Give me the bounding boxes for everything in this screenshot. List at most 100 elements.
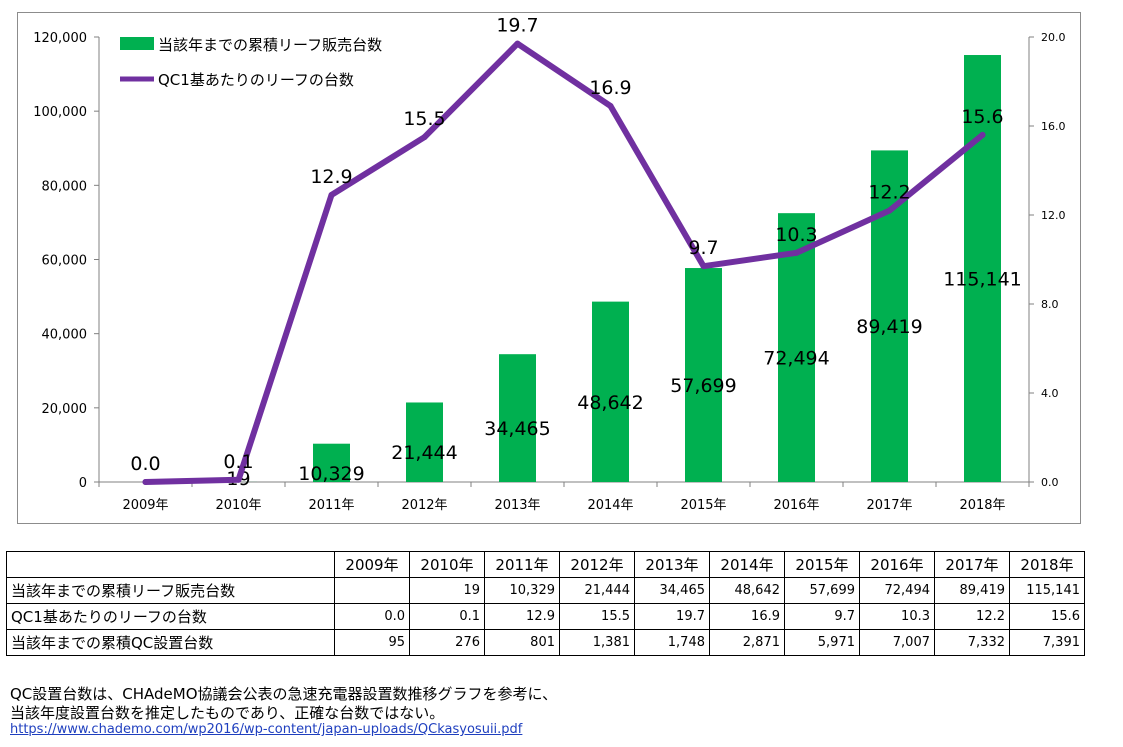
bar: [685, 268, 722, 482]
line-point: [793, 249, 800, 256]
left-axis-tick-label: 20,000: [42, 402, 88, 417]
table-cell: 15.5: [559, 603, 635, 630]
line-value-label: 12.9: [310, 166, 352, 188]
table-cell: 12.2: [934, 603, 1010, 630]
line-point: [142, 479, 149, 485]
bar-value-label: 21,444: [391, 442, 457, 464]
line-point: [979, 131, 986, 138]
line-point: [700, 263, 707, 270]
line-value-label: 10.3: [775, 224, 817, 246]
left-axis-tick-label: 80,000: [42, 179, 88, 194]
table-cell: 0.0: [334, 603, 410, 630]
table-cell: 0.1: [409, 603, 485, 630]
table-header-cell: 2018年: [1009, 551, 1085, 578]
table-header-cell: 2009年: [334, 551, 410, 578]
line-value-label: 15.5: [403, 108, 445, 130]
right-axis-tick-label: 0.0: [1041, 476, 1059, 489]
table-cell: 95: [334, 629, 410, 656]
line-point: [514, 40, 521, 47]
table-cell: 19.7: [634, 603, 710, 630]
table-cell: 1,381: [559, 629, 635, 656]
line-value-label: 15.6: [961, 106, 1003, 128]
table-row-label: 当該年までの累積QC設置台数: [6, 629, 335, 656]
right-axis-tick-label: 8.0: [1041, 298, 1059, 311]
table-header-cell: 2011年: [484, 551, 560, 578]
table-cell: 2,871: [709, 629, 785, 656]
combo-chart: 0 20,000 40,000 60,000 80,000 100,000 120,000 0…: [33, 15, 1066, 513]
table-row-label: QC1基あたりのリーフの台数: [6, 603, 335, 630]
x-axis-tick-label: 2016年: [773, 498, 819, 513]
bar-value-label: 34,465: [484, 418, 550, 440]
right-axis-tick-label: 12.0: [1041, 209, 1066, 222]
table-header-cell: 2014年: [709, 551, 785, 578]
table-cell: 9.7: [784, 603, 860, 630]
table-cell: 89,419: [934, 577, 1010, 604]
right-axis-tick-label: 16.0: [1041, 120, 1066, 133]
table-cell: [334, 577, 410, 604]
bar: [313, 443, 350, 482]
left-axis-tick-label: 0: [79, 476, 87, 491]
bar-value-label: 89,419: [856, 316, 922, 338]
bar-value-label: 48,642: [577, 392, 643, 414]
x-axis-tick-label: 2011年: [308, 498, 354, 513]
line-value-label: 9.7: [688, 237, 718, 259]
note-line-2: 当該年度設置台数を推定したものであり、正確な台数ではない。: [10, 704, 445, 722]
table-cell: 7,391: [1009, 629, 1085, 656]
bar: [964, 55, 1001, 482]
legend-line-label: QC1基あたりのリーフの台数: [158, 71, 354, 89]
table-header-cell: 2013年: [634, 551, 710, 578]
right-axis-tick-label: 20.0: [1041, 31, 1066, 44]
left-axis-tick-label: 40,000: [42, 328, 88, 343]
left-axis-tick-label: 60,000: [42, 254, 88, 269]
left-axis-tick-label: 120,000: [33, 31, 87, 46]
table-cell: 57,699: [784, 577, 860, 604]
table-header-cell: 2015年: [784, 551, 860, 578]
x-axis-tick-label: 2012年: [401, 498, 447, 513]
table-cell: 21,444: [559, 577, 635, 604]
line-point: [328, 191, 335, 198]
table-header-cell: 2016年: [859, 551, 935, 578]
table-cell: 15.6: [1009, 603, 1085, 630]
table-cell: 7,332: [934, 629, 1010, 656]
table-cell: 5,971: [784, 629, 860, 656]
table-row: 当該年までの累積リーフ販売台数 19 10,329 21,444 34,465 48,64…: [6, 577, 1085, 604]
bar-value-label: 10,329: [298, 463, 364, 485]
line-value-label: 0.1: [223, 451, 253, 473]
line-value-label: 12.2: [868, 182, 910, 204]
bar-value-label: 57,699: [670, 375, 736, 397]
line-point: [235, 476, 242, 483]
x-axis-tick-label: 2017年: [866, 498, 912, 513]
table-header-cell: 2010年: [409, 551, 485, 578]
data-table: 2009年 2010年 2011年 2012年 2013年 2014年 2015年 2016年…: [6, 551, 1085, 656]
table-cell: 276: [409, 629, 485, 656]
table-cell: 1,748: [634, 629, 710, 656]
table-cell: 801: [484, 629, 560, 656]
bar: [592, 301, 629, 482]
line-point: [886, 207, 893, 214]
bar: [778, 213, 815, 482]
table-cell: 72,494: [859, 577, 935, 604]
table-row: QC1基あたりのリーフの台数 0.0 0.1 12.9 15.5 19.7 16.9 9.7 1…: [6, 603, 1085, 630]
legend-bar-swatch: [120, 37, 154, 50]
x-axis-tick-label: 2014年: [587, 498, 633, 513]
x-axis-tick-label: 2018年: [959, 498, 1005, 513]
bar: [499, 354, 536, 482]
line-value-label: 0.0: [130, 453, 160, 475]
table-row-label: 当該年までの累積リーフ販売台数: [6, 577, 335, 604]
table-cell: 7,007: [859, 629, 935, 656]
table-cell: 34,465: [634, 577, 710, 604]
source-link[interactable]: https://www.chademo.com/wp2016/wp-conten…: [10, 722, 523, 737]
line-point: [421, 134, 428, 141]
table-cell: 19: [409, 577, 485, 604]
table-header-cell: 2017年: [934, 551, 1010, 578]
line-series: [142, 40, 986, 485]
legend-bar-label: 当該年までの累積リーフ販売台数: [158, 36, 382, 54]
right-axis-tick-label: 4.0: [1041, 387, 1059, 400]
bar-value-label: 115,141: [943, 269, 1022, 291]
line-value-label: 16.9: [589, 77, 631, 99]
bar: [871, 150, 908, 482]
left-axis-tick-label: 100,000: [33, 105, 87, 120]
table-cell: 10.3: [859, 603, 935, 630]
x-axis-tick-label: 2009年: [122, 498, 168, 513]
x-axis-tick-label: 2013年: [494, 498, 540, 513]
